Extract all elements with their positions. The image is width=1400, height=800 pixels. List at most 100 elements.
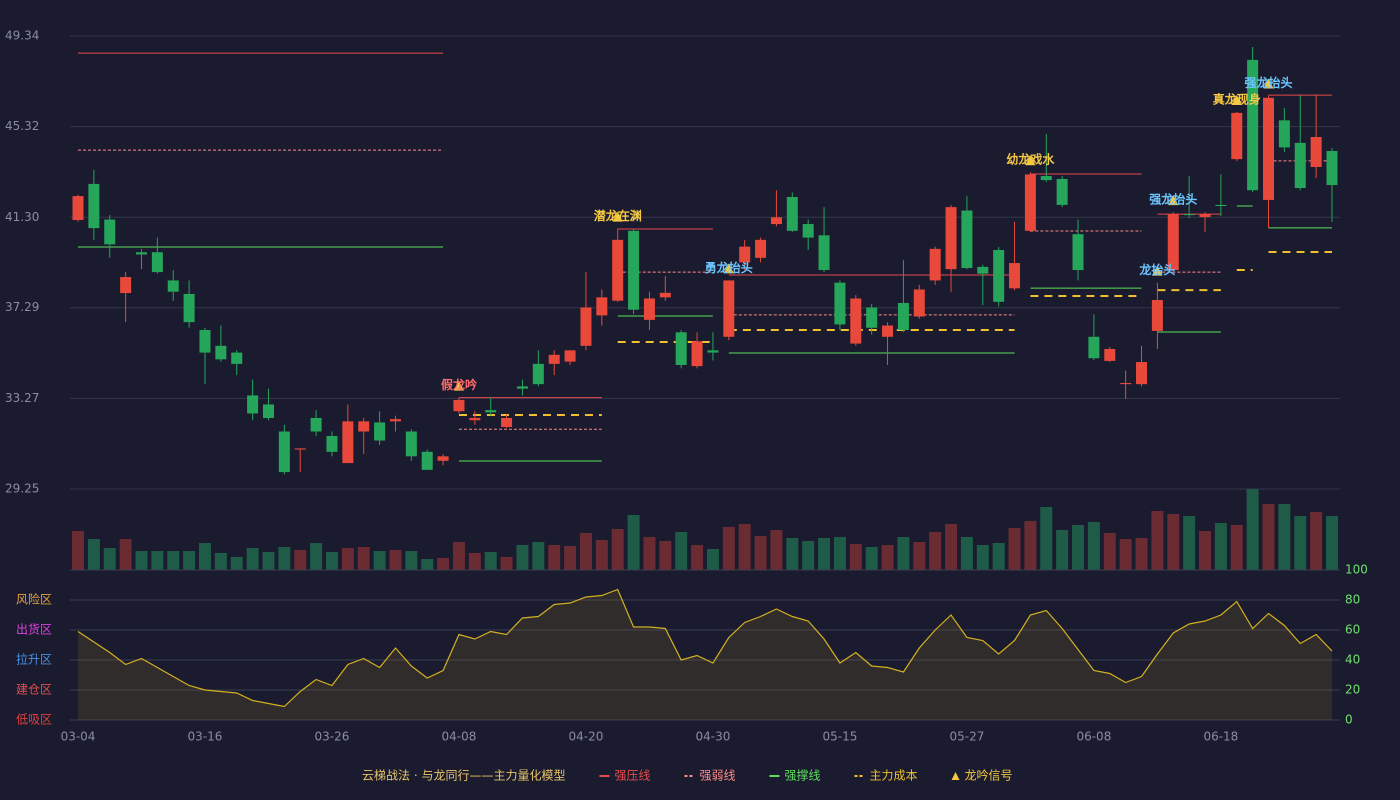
volume-bar bbox=[738, 524, 751, 570]
legend-label: 龙吟信号 bbox=[965, 768, 1013, 783]
x-tick-label: 04-30 bbox=[695, 730, 730, 744]
volume-bar bbox=[945, 524, 958, 570]
candle-body bbox=[501, 417, 513, 427]
candle-body bbox=[596, 297, 608, 316]
volume-bar bbox=[87, 539, 100, 570]
candle-body bbox=[421, 451, 433, 470]
legend-title: 云梯战法 · 与龙同行——主力量化模型 bbox=[362, 769, 565, 783]
volume-bar bbox=[802, 541, 815, 570]
candle-body bbox=[326, 436, 338, 452]
volume-bar bbox=[1151, 511, 1164, 570]
candle-body bbox=[405, 431, 417, 457]
volume-bar bbox=[611, 529, 624, 570]
candle-body bbox=[342, 421, 354, 464]
candle-body bbox=[294, 448, 306, 450]
volume-bar bbox=[960, 537, 973, 570]
candle-body bbox=[929, 248, 941, 281]
volume-bar bbox=[294, 550, 307, 570]
candle-body bbox=[104, 219, 116, 245]
volume-bar bbox=[183, 551, 196, 570]
volume-bar bbox=[722, 527, 735, 570]
signal-marker bbox=[453, 380, 464, 391]
volume-bar bbox=[897, 537, 910, 570]
signal-marker bbox=[1168, 195, 1179, 206]
volume-bar bbox=[1103, 533, 1116, 570]
volume-bar bbox=[500, 557, 513, 570]
candle-body bbox=[945, 207, 957, 270]
volume-bar bbox=[976, 545, 989, 570]
candle-body bbox=[389, 419, 401, 422]
volume-bar bbox=[643, 537, 656, 570]
candle-body bbox=[882, 325, 894, 337]
volume-bar bbox=[389, 550, 402, 570]
candle-body bbox=[88, 183, 100, 229]
y2-tick-label: 20 bbox=[1345, 683, 1360, 697]
candle-body bbox=[1167, 214, 1179, 271]
volume-bar bbox=[579, 533, 592, 570]
volume-bar bbox=[1167, 514, 1180, 570]
y2-tick-label: 0 bbox=[1345, 713, 1353, 727]
candle-body bbox=[1136, 362, 1148, 385]
candle-body bbox=[1104, 348, 1116, 361]
candle-body bbox=[866, 307, 878, 328]
candle-body bbox=[1199, 214, 1211, 218]
volume-bar bbox=[310, 543, 323, 570]
y2-tick-label: 40 bbox=[1345, 653, 1360, 667]
x-tick-label: 05-27 bbox=[949, 730, 984, 744]
volume-bar bbox=[72, 531, 84, 570]
volume-bar bbox=[357, 547, 370, 570]
volume-bar bbox=[1135, 538, 1148, 570]
candle-body bbox=[659, 292, 671, 298]
candle-body bbox=[167, 280, 179, 292]
legend-label: 强撑线 bbox=[784, 768, 820, 783]
volume-bar bbox=[119, 539, 132, 570]
candle-body bbox=[897, 302, 909, 331]
volume-bar bbox=[532, 542, 545, 570]
candle-body bbox=[1009, 263, 1021, 289]
volume-bar bbox=[452, 542, 465, 570]
signal-label: 勇龙抬头 bbox=[705, 260, 753, 275]
volume-bar bbox=[1183, 516, 1196, 570]
signal-label: 假龙吟 bbox=[441, 377, 477, 392]
candle-body bbox=[437, 456, 449, 461]
volume-bar bbox=[468, 553, 481, 570]
volume-bar bbox=[198, 543, 211, 570]
y-tick-label: 33.27 bbox=[5, 391, 39, 405]
x-tick-label: 06-08 bbox=[1076, 730, 1111, 744]
x-tick-label: 03-04 bbox=[61, 730, 96, 744]
signal-label: 幼龙戏水 bbox=[1006, 152, 1055, 167]
volume-bar bbox=[1246, 489, 1259, 570]
candle-body bbox=[183, 293, 195, 323]
legend-label: 强压线 bbox=[614, 769, 650, 783]
candle-body bbox=[993, 249, 1005, 302]
volume-bar bbox=[786, 538, 799, 570]
volume-bar bbox=[262, 552, 275, 570]
volume-bar bbox=[135, 551, 148, 570]
x-tick-label: 04-08 bbox=[442, 730, 477, 744]
candle-body bbox=[1215, 204, 1227, 207]
candle-body bbox=[755, 239, 767, 258]
y-tick-label: 45.32 bbox=[5, 119, 39, 133]
candle-body bbox=[818, 235, 830, 271]
candle-body bbox=[834, 282, 846, 325]
volume-bar bbox=[992, 543, 1005, 570]
volume-bar bbox=[564, 546, 577, 570]
candle-body bbox=[850, 298, 862, 344]
volume-bar bbox=[691, 545, 704, 570]
volume-bar bbox=[405, 551, 418, 570]
volume-bar bbox=[1072, 525, 1085, 570]
signal-marker bbox=[612, 211, 623, 222]
volume-bar bbox=[548, 545, 561, 570]
volume-bar bbox=[1008, 528, 1021, 570]
candle-body bbox=[135, 252, 147, 255]
candle-body bbox=[1040, 176, 1052, 181]
candle-body bbox=[643, 298, 655, 320]
candle-body bbox=[1151, 300, 1163, 331]
candle-body bbox=[786, 196, 798, 231]
zone-label: 拉升区 bbox=[16, 652, 52, 667]
zone-label: 风险区 bbox=[16, 592, 52, 607]
candle-body bbox=[913, 289, 925, 317]
volume-bar bbox=[849, 544, 862, 570]
